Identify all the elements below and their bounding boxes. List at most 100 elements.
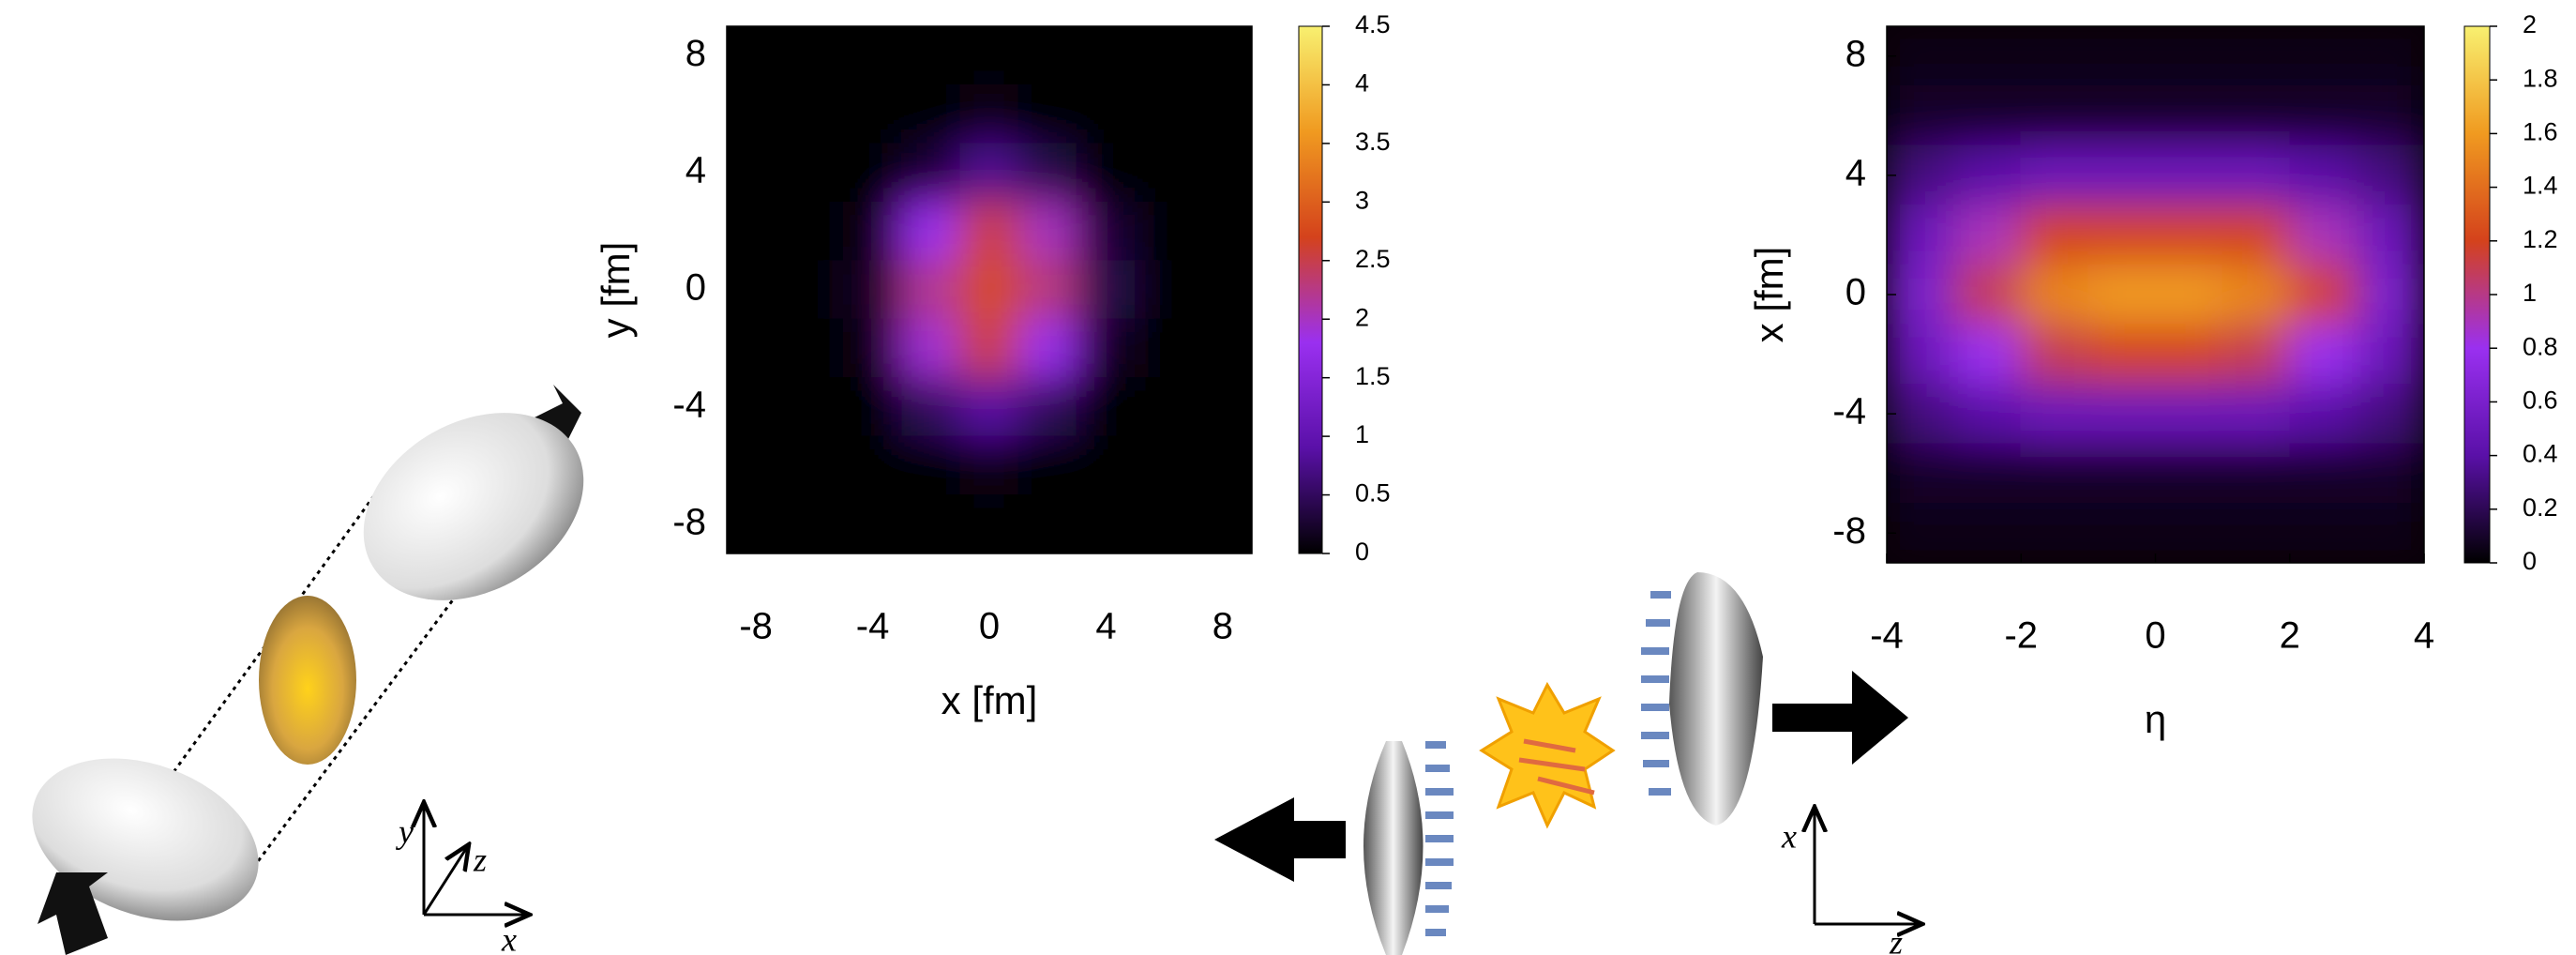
figure: y z x x z -8-4048-8-4048x [fm]y [fm]00.5… bbox=[0, 0, 2576, 955]
heatmap-cell bbox=[1193, 26, 1252, 85]
y-tick-label: 8 bbox=[1845, 33, 1866, 74]
colorbar-tick-label: 1.2 bbox=[2523, 225, 2558, 253]
heatmap-cell bbox=[2021, 384, 2089, 445]
heatmap-cell bbox=[2155, 265, 2223, 326]
heatmap-cell bbox=[727, 84, 786, 144]
heatmap-cell bbox=[843, 436, 902, 495]
heatmap-cell bbox=[1193, 436, 1252, 495]
x-tick-label: -4 bbox=[1870, 615, 1904, 657]
heatmap-cell bbox=[1887, 85, 1955, 146]
heatmap-cell bbox=[2357, 384, 2425, 445]
axis-label: x bbox=[501, 920, 517, 955]
heatmap-cell bbox=[2289, 443, 2358, 504]
heatmap-cell bbox=[1953, 26, 2022, 87]
colorbar-tick-label: 1.6 bbox=[2523, 118, 2558, 146]
heatmap-cell bbox=[901, 202, 960, 261]
heatmap-cell bbox=[1077, 260, 1136, 319]
heatmap-cell bbox=[1018, 436, 1077, 495]
heatmap-cell bbox=[1077, 377, 1136, 436]
heatmap-cell bbox=[2222, 384, 2291, 445]
colorbar-tick-label: 2 bbox=[2523, 10, 2537, 38]
heatmap-cell bbox=[785, 143, 844, 202]
heatmap-cell bbox=[2289, 384, 2358, 445]
heatmap-cell bbox=[1135, 319, 1194, 378]
heatmap-cell bbox=[1193, 84, 1252, 144]
x-tick-label: 2 bbox=[2280, 615, 2300, 657]
x-tick-label: -4 bbox=[856, 606, 890, 647]
heatmap-cell bbox=[1193, 377, 1252, 436]
heatmap-cell bbox=[2021, 205, 2089, 265]
x-axis-label: η bbox=[2145, 697, 2166, 741]
heatmap-cell bbox=[2357, 26, 2425, 87]
heatmap-cell bbox=[1953, 384, 2022, 445]
heatmap-cell bbox=[2357, 265, 2425, 326]
heatmap-cell bbox=[1887, 26, 1955, 87]
heatmap-cell bbox=[2087, 26, 2156, 87]
heatmap-cell bbox=[1018, 84, 1077, 144]
heatmap-cell bbox=[1135, 436, 1194, 495]
heatmap-cell bbox=[901, 143, 960, 202]
heatmap-cell bbox=[843, 260, 902, 319]
heatmap-cell bbox=[2155, 324, 2223, 385]
heatmap-cell bbox=[1953, 85, 2022, 146]
heatmap-cell bbox=[2222, 145, 2291, 206]
x-tick-label: -2 bbox=[2004, 615, 2038, 657]
heatmap-cell bbox=[2155, 503, 2223, 564]
right-illustration: x z bbox=[1214, 572, 1922, 955]
colorbar-tick-label: 1.8 bbox=[2523, 64, 2558, 92]
heatmap-cell bbox=[1953, 324, 2022, 385]
heatmap-cell bbox=[785, 377, 844, 436]
heatmap-cell bbox=[2021, 324, 2089, 385]
heatmap-cell bbox=[2021, 503, 2089, 564]
heatmap-cell bbox=[901, 260, 960, 319]
y-tick-label: -8 bbox=[672, 501, 706, 542]
colorbar-tick-label: 4.5 bbox=[1355, 10, 1391, 38]
axis-label: z bbox=[1889, 923, 1903, 955]
heatmap-cell bbox=[2289, 26, 2358, 87]
colorbar-tick-label: 4 bbox=[1355, 69, 1369, 98]
heatmap-cell bbox=[2021, 265, 2089, 326]
heatmap-cell bbox=[843, 84, 902, 144]
heatmap-cell bbox=[959, 377, 1018, 436]
plot-area bbox=[727, 26, 1253, 554]
heatmap-cell bbox=[1077, 202, 1136, 261]
heatmap-cell bbox=[2087, 205, 2156, 265]
heatmap-cell bbox=[2087, 443, 2156, 504]
heatmap-cell bbox=[1018, 143, 1077, 202]
heatmap-cell bbox=[2021, 145, 2089, 206]
heatmap-cell bbox=[1953, 265, 2022, 326]
heatmap-cell bbox=[1135, 202, 1194, 261]
heatmap-cell bbox=[843, 377, 902, 436]
heatmap-cell bbox=[843, 202, 902, 261]
heatmap-cell bbox=[785, 26, 844, 85]
heatmap-cell bbox=[1018, 260, 1077, 319]
heatmap-cell bbox=[2021, 85, 2089, 146]
heatmap-cell bbox=[2087, 503, 2156, 564]
heatmap-cell bbox=[1193, 143, 1252, 202]
heatmap-cell bbox=[785, 84, 844, 144]
heatmap-cell bbox=[2155, 443, 2223, 504]
heatmap-cell bbox=[1018, 377, 1077, 436]
heatmap-cell bbox=[2155, 145, 2223, 206]
heatmap-cell bbox=[843, 26, 902, 85]
heatmap-cell bbox=[785, 436, 844, 495]
colorbar bbox=[2464, 26, 2490, 563]
heatmap-cell bbox=[1077, 26, 1136, 85]
heatmap-cell bbox=[1018, 319, 1077, 378]
heatmap-cell bbox=[1135, 260, 1194, 319]
heatmap-cell bbox=[2357, 85, 2425, 146]
left-illustration: y z x bbox=[9, 375, 617, 955]
heatmap-cell bbox=[1193, 202, 1252, 261]
heatmap-cell bbox=[1887, 324, 1955, 385]
heatmap-cell bbox=[2087, 324, 2156, 385]
heatmap-cell bbox=[1887, 145, 1955, 206]
heatmap-cell bbox=[2222, 443, 2291, 504]
heatmap-cell bbox=[1193, 260, 1252, 319]
heatmap-cell bbox=[2155, 26, 2223, 87]
heatmap-cell bbox=[1135, 143, 1194, 202]
y-tick-label: 8 bbox=[685, 33, 706, 74]
heatmap-cell bbox=[843, 319, 902, 378]
heatmap-cell bbox=[959, 143, 1018, 202]
heatmap-cell bbox=[1135, 26, 1194, 85]
plot-area bbox=[1887, 26, 2425, 564]
